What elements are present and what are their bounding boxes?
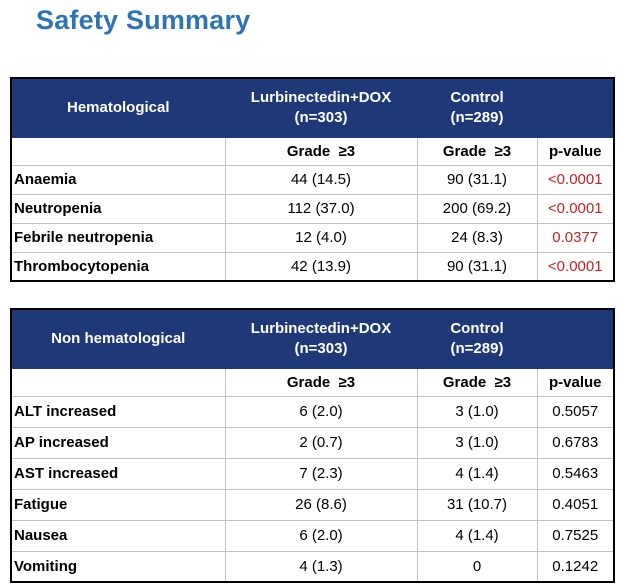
table-row: Vomiting 4 (1.3) 0 0.1242 [10,550,615,583]
empty-subheader-cell [10,367,226,397]
treatment-value: 6 (2.0) [224,395,418,428]
hematological-subheader-row: Grade ≥3 Grade ≥3 p-value [10,136,615,166]
control-value: 90 (31.1) [416,164,538,195]
control-grade-subheader: Grade ≥3 [416,367,538,397]
hematological-table: Hematological Lurbinectedin+DOX (n=303) C… [10,77,615,282]
treatment-value: 2 (0.7) [224,426,418,459]
adverse-event-label: Febrile neutropenia [10,222,226,253]
pvalue-cell: 0.5057 [536,395,615,428]
adverse-event-label: ALT increased [10,395,226,428]
treatment-arm-header: Lurbinectedin+DOX (n=303) [224,308,418,369]
control-value: 200 (69.2) [416,193,538,224]
adverse-event-label: AP increased [10,426,226,459]
treatment-value: 12 (4.0) [224,222,418,253]
pvalue-subheader: p-value [536,136,615,166]
adverse-event-label: Anaemia [10,164,226,195]
table-row: AP increased 2 (0.7) 3 (1.0) 0.6783 [10,426,615,459]
page-title: Safety Summary [36,5,251,35]
pvalue-cell: 0.0377 [536,222,615,253]
control-value: 24 (8.3) [416,222,538,253]
table-row: AST increased 7 (2.3) 4 (1.4) 0.5463 [10,457,615,490]
treatment-value: 6 (2.0) [224,519,418,552]
table-row: Thrombocytopenia 42 (13.9) 90 (31.1) <0.… [10,251,615,282]
empty-subheader-cell [10,136,226,166]
pvalue-cell: <0.0001 [536,164,615,195]
control-value: 4 (1.4) [416,519,538,552]
table-row: Nausea 6 (2.0) 4 (1.4) 0.7525 [10,519,615,552]
table-row: ALT increased 6 (2.0) 3 (1.0) 0.5057 [10,395,615,428]
empty-header-cell [536,77,615,138]
treatment-arm-header: Lurbinectedin+DOX (n=303) [224,77,418,138]
hematological-header-row: Hematological Lurbinectedin+DOX (n=303) C… [10,77,615,138]
pvalue-cell: <0.0001 [536,251,615,282]
pvalue-cell: 0.6783 [536,426,615,459]
adverse-event-label: AST increased [10,457,226,490]
control-value: 31 (10.7) [416,488,538,521]
non-hematological-header-row: Non hematological Lurbinectedin+DOX (n=30… [10,308,615,369]
control-value: 0 [416,550,538,583]
treatment-value: 42 (13.9) [224,251,418,282]
hematological-category-header: Hematological [10,77,226,138]
treatment-grade-subheader: Grade ≥3 [224,136,418,166]
table-row: Neutropenia 112 (37.0) 200 (69.2) <0.000… [10,193,615,224]
pvalue-cell: 0.7525 [536,519,615,552]
adverse-event-label: Nausea [10,519,226,552]
treatment-value: 26 (8.6) [224,488,418,521]
pvalue-cell: 0.4051 [536,488,615,521]
adverse-event-label: Neutropenia [10,193,226,224]
pvalue-subheader: p-value [536,367,615,397]
adverse-event-label: Fatigue [10,488,226,521]
non-hematological-subheader-row: Grade ≥3 Grade ≥3 p-value [10,367,615,397]
table-row: Fatigue 26 (8.6) 31 (10.7) 0.4051 [10,488,615,521]
control-value: 90 (31.1) [416,251,538,282]
treatment-value: 4 (1.3) [224,550,418,583]
treatment-value: 112 (37.0) [224,193,418,224]
non-hematological-category-header: Non hematological [10,308,226,369]
control-grade-subheader: Grade ≥3 [416,136,538,166]
control-value: 4 (1.4) [416,457,538,490]
table-row: Anaemia 44 (14.5) 90 (31.1) <0.0001 [10,164,615,195]
control-value: 3 (1.0) [416,395,538,428]
control-arm-header: Control (n=289) [416,308,538,369]
treatment-value: 7 (2.3) [224,457,418,490]
non-hematological-table: Non hematological Lurbinectedin+DOX (n=30… [10,308,615,583]
table-row: Febrile neutropenia 12 (4.0) 24 (8.3) 0.… [10,222,615,253]
control-value: 3 (1.0) [416,426,538,459]
adverse-event-label: Thrombocytopenia [10,251,226,282]
treatment-grade-subheader: Grade ≥3 [224,367,418,397]
pvalue-cell: 0.5463 [536,457,615,490]
pvalue-cell: <0.0001 [536,193,615,224]
adverse-event-label: Vomiting [10,550,226,583]
pvalue-cell: 0.1242 [536,550,615,583]
control-arm-header: Control (n=289) [416,77,538,138]
empty-header-cell [536,308,615,369]
treatment-value: 44 (14.5) [224,164,418,195]
